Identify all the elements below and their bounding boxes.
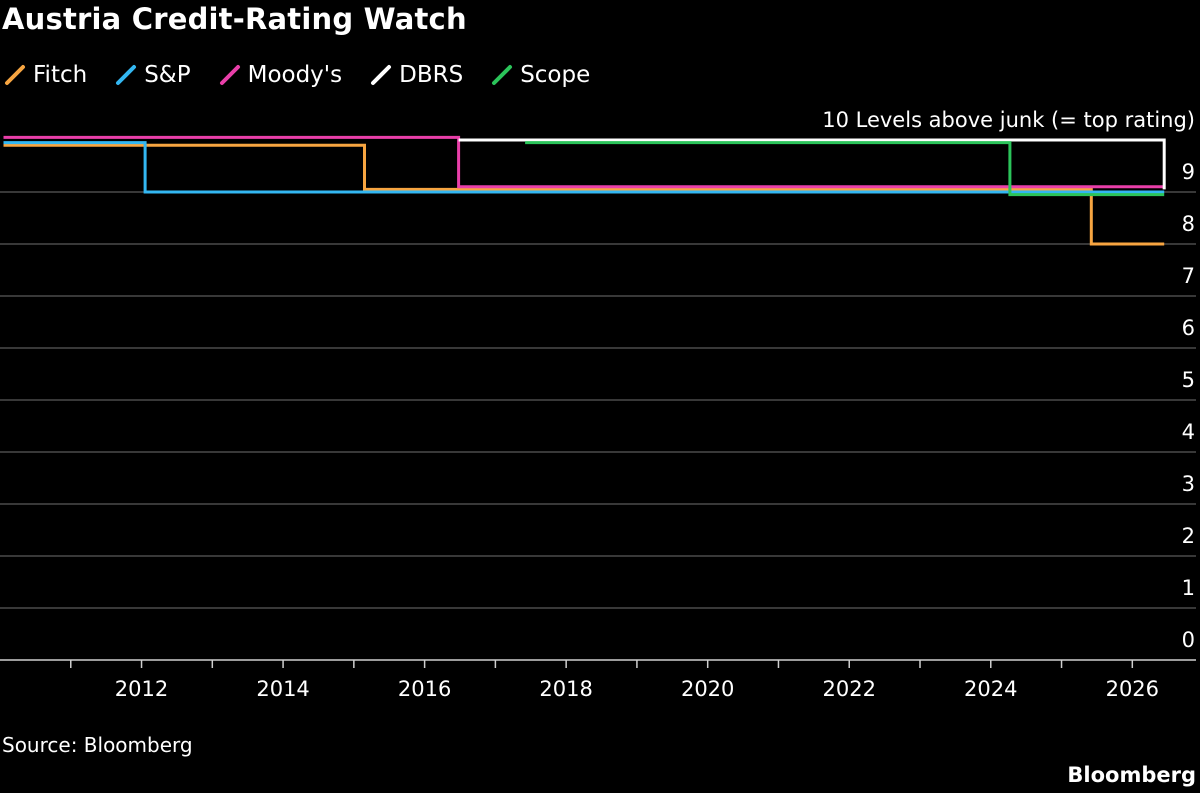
source-note: Source: Bloomberg — [2, 733, 193, 757]
legend-swatch — [492, 65, 513, 85]
y-tick-label: 6 — [1182, 316, 1195, 340]
y-tick-label: 2 — [1182, 524, 1195, 548]
legend-item: Scope — [491, 62, 590, 88]
y-tick-label: 9 — [1182, 160, 1195, 184]
legend-swatch — [5, 65, 25, 85]
legend-label: Moody's — [247, 62, 343, 88]
x-tick-label: 2026 — [1106, 677, 1159, 701]
legend-label: Fitch — [33, 62, 88, 88]
x-tick-label: 2024 — [964, 677, 1017, 701]
series-line-dbrs — [458, 138, 1166, 190]
brand-logo: Bloomberg — [1067, 763, 1196, 787]
y-tick-label: 4 — [1182, 420, 1195, 444]
legend-item: Moody's — [219, 62, 343, 88]
x-tick-label: 2014 — [256, 677, 309, 701]
x-tick-label: 2018 — [539, 677, 592, 701]
legend-swatch — [371, 65, 392, 85]
legend-label: DBRS — [399, 62, 464, 88]
y-tick-label: 1 — [1182, 576, 1195, 600]
x-tick-label: 2016 — [398, 677, 451, 701]
legend-label: S&P — [144, 62, 191, 88]
y-tick-label: 0 — [1182, 628, 1195, 652]
y-tick-label: 8 — [1182, 212, 1195, 236]
x-tick-label: 2020 — [681, 677, 734, 701]
series-line-scope — [525, 141, 1165, 197]
series-line-moody-s — [3, 135, 1165, 189]
series-line-fitch — [3, 143, 1165, 246]
x-tick-label: 2012 — [115, 677, 168, 701]
series-line-s-p — [3, 141, 1165, 194]
chart-title: Austria Credit-Rating Watch — [2, 2, 467, 36]
legend-item: DBRS — [370, 62, 463, 88]
legend-swatch — [219, 65, 240, 85]
legend-swatch — [116, 65, 137, 85]
chart-legend: Fitch S&P Moody's DBRS Scope — [4, 60, 618, 90]
legend-item: S&P — [115, 62, 191, 88]
y-axis-title: 10 Levels above junk (= top rating) — [822, 108, 1195, 132]
y-tick-label: 7 — [1182, 264, 1195, 288]
legend-item: Fitch — [4, 62, 87, 88]
y-tick-label: 5 — [1182, 368, 1195, 392]
y-tick-label: 3 — [1182, 472, 1195, 496]
x-tick-label: 2022 — [823, 677, 876, 701]
legend-label: Scope — [520, 62, 591, 88]
